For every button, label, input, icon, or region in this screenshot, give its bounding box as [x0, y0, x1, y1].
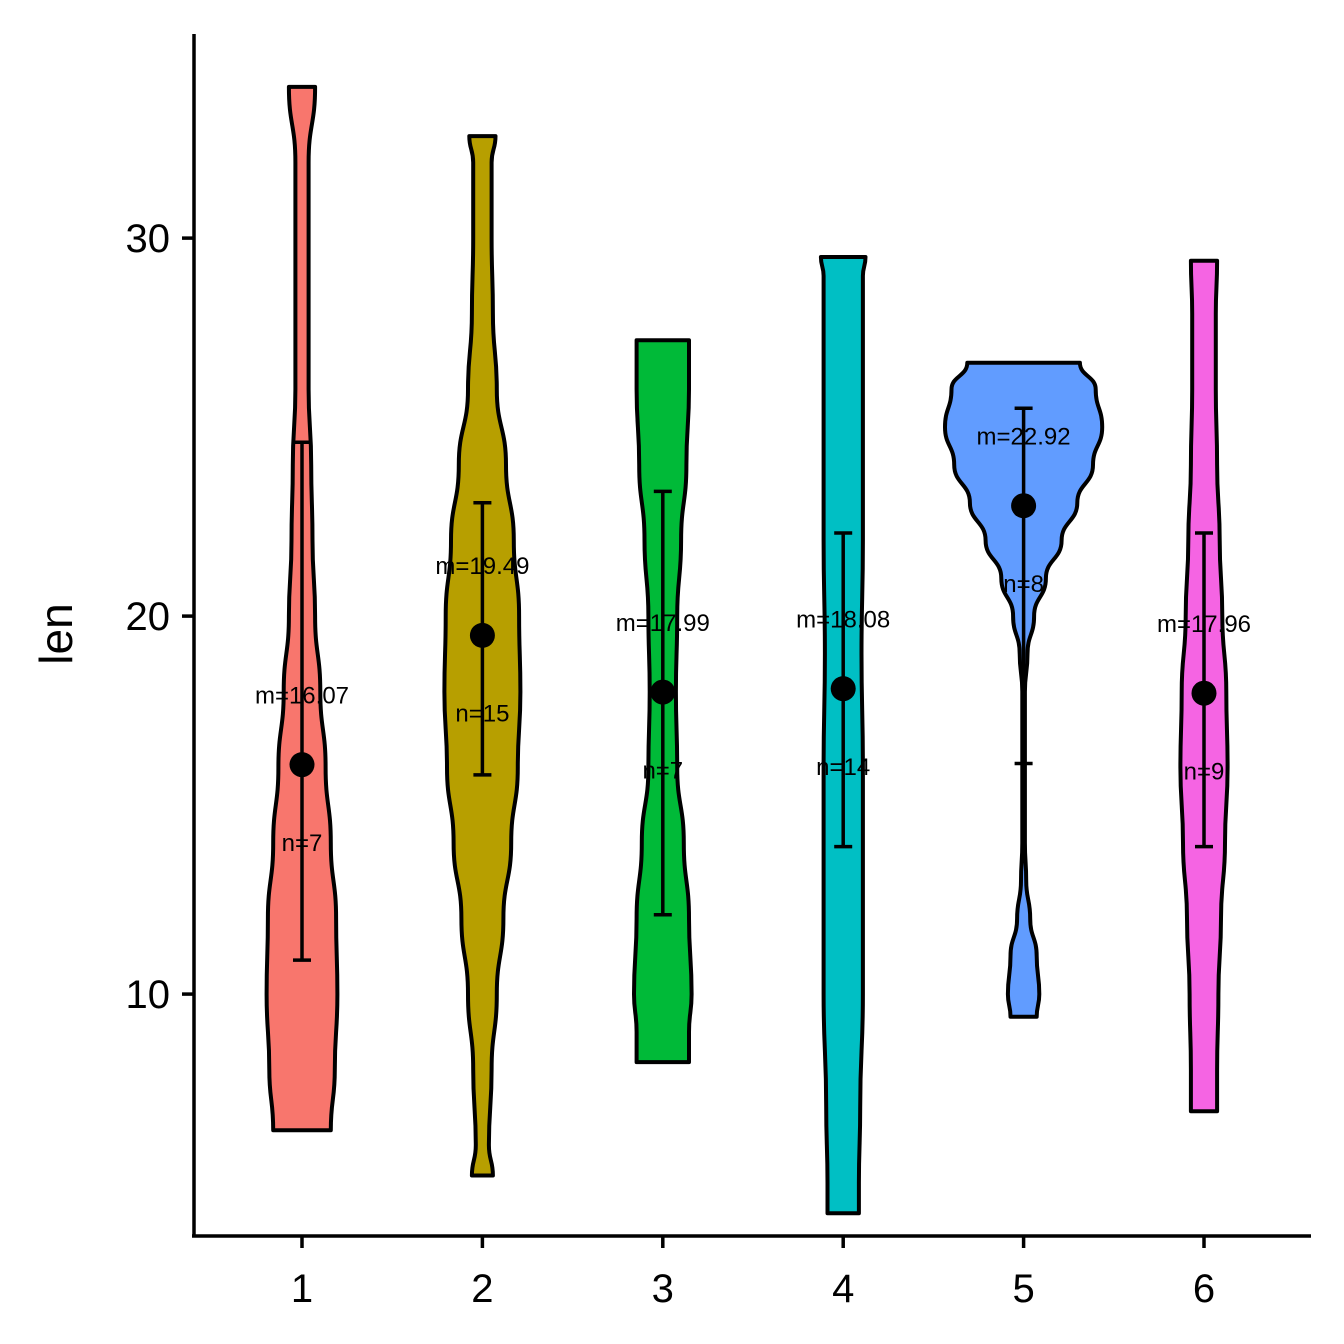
y-tick-label-10: 10	[126, 973, 171, 1017]
mean-point-1	[289, 752, 315, 778]
x-tick-label-2: 2	[471, 1267, 493, 1311]
mean-point-2	[469, 622, 495, 648]
mean-point-5	[1011, 493, 1037, 519]
mean-label-2: m=19.49	[435, 553, 529, 580]
n-label-1: n=7	[282, 830, 323, 857]
x-tick-label-5: 5	[1012, 1267, 1034, 1311]
n-label-3: n=7	[642, 757, 683, 784]
x-tick-label-6: 6	[1193, 1267, 1215, 1311]
mean-label-5: m=22.92	[977, 424, 1071, 451]
x-tick-label-1: 1	[291, 1267, 313, 1311]
violins-layer	[264, 84, 1230, 1216]
mean-point-4	[830, 676, 856, 702]
annotations-layer: m=16.07 n=7 m=19.49 n=15 m=17.99 n=7 m=18.08 n=…	[255, 424, 1251, 857]
mean-label-4: m=18.08	[796, 607, 890, 634]
n-label-4: n=14	[816, 754, 870, 781]
mean-point-6	[1191, 680, 1217, 706]
mean-label-6: m=17.96	[1157, 611, 1251, 638]
errorbars-layer	[289, 406, 1217, 962]
x-tick-label-4: 4	[832, 1267, 854, 1311]
y-tick-label-30: 30	[126, 217, 171, 261]
y-tick-label-20: 20	[126, 595, 171, 639]
n-label-6: n=9	[1184, 758, 1225, 785]
y-axis-title: len	[30, 603, 82, 664]
mean-label-1: m=16.07	[255, 682, 349, 709]
x-tick-label-3: 3	[652, 1267, 674, 1311]
n-label-5: n=8	[1003, 571, 1044, 598]
n-label-2: n=15	[455, 701, 509, 728]
mean-point-3	[650, 679, 676, 705]
axes-layer: len 1 2 3 4 5 6 10 20 30	[30, 34, 1311, 1311]
mean-label-3: m=17.99	[616, 610, 710, 637]
